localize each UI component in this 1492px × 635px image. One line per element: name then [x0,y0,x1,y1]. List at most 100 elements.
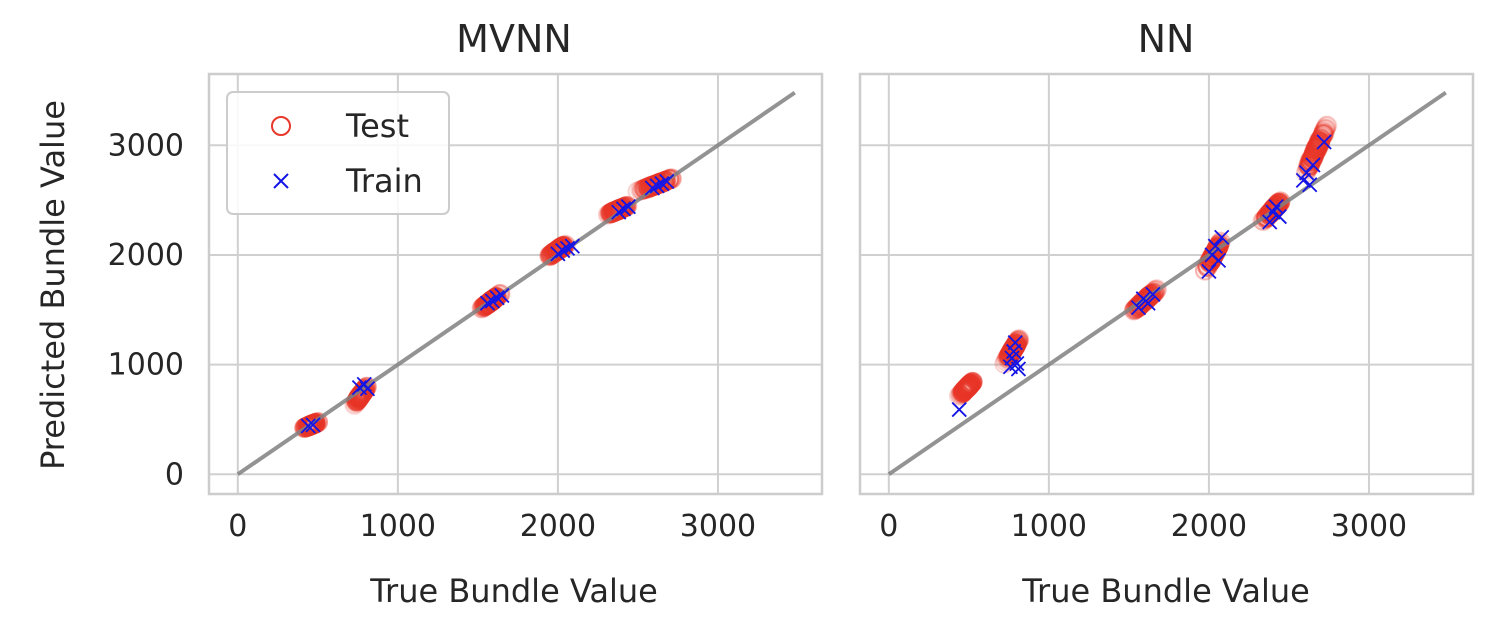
train-point [1009,355,1025,372]
test-point [1268,193,1289,214]
test-point [483,289,504,310]
test-point [303,414,324,435]
test-point [1008,330,1029,351]
test-point [1141,284,1162,305]
test-point [655,171,676,192]
test-point [952,382,973,403]
test-point [301,414,322,435]
test-point [1001,342,1022,363]
test-point [301,414,322,435]
test-point [962,372,983,393]
test-point [997,349,1018,370]
test-point [1140,285,1161,306]
test-point [1310,129,1331,150]
test-point [1207,237,1228,258]
test-point [299,415,320,436]
test-point [300,415,321,436]
test-point [958,376,979,397]
test-point [1305,139,1326,160]
test-point [1205,241,1226,262]
test-point [353,381,374,402]
plot-frame [207,72,824,496]
test-point [302,414,323,435]
test-point [962,373,982,394]
test-point [1307,138,1328,159]
test-point [475,295,496,316]
test-point [959,375,980,396]
test-point [303,413,324,434]
test-point [304,414,325,435]
train-point [1214,229,1230,246]
test-point [1310,134,1331,155]
test-point [955,379,976,400]
test-point [488,285,509,306]
test-point [952,382,973,403]
test-point [1001,342,1022,363]
test-point [479,291,500,312]
test-point [305,412,326,433]
test-point [303,414,324,435]
test-point [300,415,321,436]
test-point [302,414,323,435]
test-point [299,415,320,436]
test-point [1134,290,1155,311]
y-tick-label: 1000 [108,348,184,383]
test-point [1144,282,1165,303]
test-point [1133,290,1154,311]
test-point [659,169,680,190]
test-point [1305,141,1326,162]
test-point [999,343,1020,364]
test-point [1208,236,1229,257]
nn-panel: 0 1000 2000 3000 [858,72,1475,544]
test-point [655,171,676,192]
test-point [957,376,978,397]
test-point [645,174,666,195]
test-point [478,292,499,313]
test-point [954,379,975,400]
test-point [615,196,636,217]
test-point [301,415,322,436]
test-point [299,415,320,436]
test-point [958,377,979,398]
test-point [954,380,975,401]
test-point [1135,290,1156,311]
test-point [299,415,320,436]
test-point [1131,294,1152,315]
test-point [489,284,510,305]
test-point [473,296,494,317]
test-point [1306,139,1327,160]
test-point [1136,289,1157,310]
test-point [300,415,321,436]
test-point [1134,291,1155,312]
nn-title: NN [1138,17,1195,61]
test-point [952,382,973,403]
test-point [953,381,974,402]
test-point [475,295,496,316]
test-point [1309,131,1330,152]
test-point [1140,284,1161,305]
test-point [958,377,979,398]
test-point [954,380,975,401]
test-point [478,293,499,314]
test-point [302,414,323,435]
test-point [1305,141,1326,162]
test-point [1124,299,1145,320]
test-point [477,294,498,315]
test-point [1208,236,1229,257]
train-point [494,287,510,304]
test-point [479,292,500,313]
test-point [1128,296,1149,317]
test-point [959,375,980,396]
test-point [954,380,975,401]
test-point [955,378,976,399]
test-point [961,372,982,393]
test-point [1304,141,1325,162]
test-point [1136,288,1157,309]
test-point [1145,280,1166,301]
test-point [353,379,374,400]
test-point [1309,133,1330,154]
train-point [479,295,496,311]
test-point [1003,338,1024,359]
test-point [475,295,496,316]
test-point [960,373,981,394]
